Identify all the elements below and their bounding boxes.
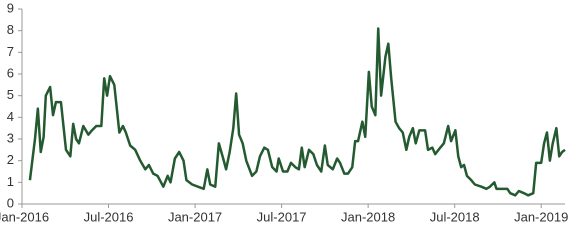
y-tick-label: 8 bbox=[7, 22, 14, 37]
chart: 0 1 2 3 4 5 6 7 8 9 Jan-2016 Jul-2016 Jan-2017 Jul-20… bbox=[0, 0, 568, 224]
y-tick-label: 7 bbox=[7, 44, 14, 59]
x-tick-label: Jul-2017 bbox=[257, 209, 307, 224]
line bbox=[28, 27, 566, 197]
x-tick-label: Jan-2019 bbox=[514, 209, 568, 224]
y-tick-label: 6 bbox=[7, 65, 14, 80]
x-tick-label: Jan-2018 bbox=[341, 209, 395, 224]
x-tick-label: Jul-2016 bbox=[84, 209, 134, 224]
x-tick-label: Jul-2018 bbox=[430, 209, 480, 224]
y-tick-label: 4 bbox=[7, 109, 14, 124]
y-tick-label: 9 bbox=[7, 0, 14, 15]
x-tick-label: Jan-2016 bbox=[0, 209, 49, 224]
y-tick-label: 3 bbox=[7, 130, 14, 145]
y-tick-label: 5 bbox=[7, 87, 14, 102]
y-tick-label: 0 bbox=[7, 195, 14, 210]
x-tick-label: Jan-2017 bbox=[168, 209, 222, 224]
y-tick-label: 2 bbox=[7, 152, 14, 167]
y-tick-label: 1 bbox=[7, 174, 14, 189]
